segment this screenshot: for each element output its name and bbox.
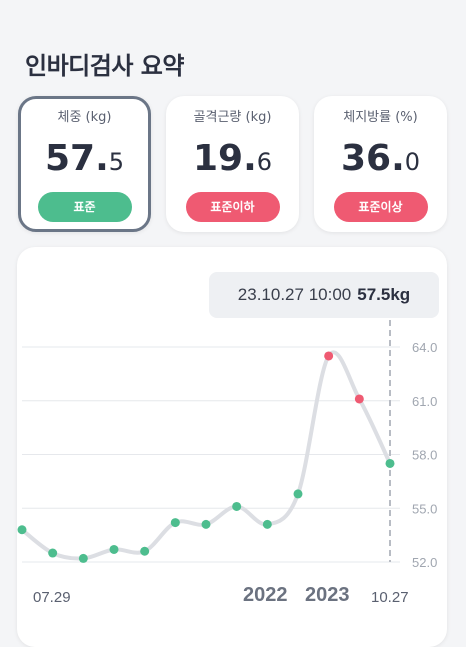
tooltip-datetime: 23.10.27 10:00 xyxy=(237,285,352,304)
data-point xyxy=(201,519,211,529)
data-point xyxy=(385,458,395,468)
skeletal-muscle-value: 19.6 xyxy=(192,138,273,179)
data-point xyxy=(109,544,119,554)
weight-card[interactable]: 체중 (kg) 57.5 표준 xyxy=(18,96,151,232)
y-tick-label: 58.0 xyxy=(412,448,437,463)
y-tick-label: 52.0 xyxy=(412,555,437,570)
data-point xyxy=(293,489,303,499)
weight-label: 체중 (kg) xyxy=(57,110,112,125)
y-tick-label: 61.0 xyxy=(412,394,437,409)
y-tick-label: 64.0 xyxy=(412,340,437,355)
data-point xyxy=(354,394,364,404)
skeletal-muscle-card[interactable]: 골격근량 (kg) 19.6 표준이하 xyxy=(166,96,299,232)
weight-status-badge: 표준 xyxy=(37,192,132,222)
weight-line-chart[interactable]: 64.0 61.0 58.0 55.0 52.0 07.29 10.27 2022 2023 xyxy=(0,0,466,625)
body-fat-value: 36.0 xyxy=(340,138,421,179)
tooltip-value: 57.5kg xyxy=(357,285,411,304)
year-label: 2023 xyxy=(305,584,350,606)
data-point xyxy=(78,553,88,563)
data-point xyxy=(48,548,58,558)
page-title: 인바디검사 요약 xyxy=(25,52,184,80)
data-point xyxy=(324,351,334,361)
weight-value: 57.5 xyxy=(44,138,125,179)
data-point xyxy=(232,501,242,511)
data-point xyxy=(262,519,272,529)
body-fat-card[interactable]: 체지방률 (%) 36.0 표준이상 xyxy=(314,96,447,232)
skeletal-muscle-status-badge: 표준이하 xyxy=(185,192,280,222)
y-tick-label: 55.0 xyxy=(412,501,437,516)
data-point xyxy=(170,518,180,528)
data-point xyxy=(17,525,27,535)
x-label-end: 10.27 xyxy=(371,589,409,606)
chart-tooltip: 23.10.27 10:00 57.5kg xyxy=(209,272,439,318)
body-fat-status-badge: 표준이상 xyxy=(333,192,428,222)
year-label: 2022 xyxy=(243,584,288,606)
skeletal-muscle-label: 골격근량 (kg) xyxy=(193,110,272,125)
x-label-start: 07.29 xyxy=(33,589,71,606)
data-point xyxy=(140,546,150,556)
body-fat-label: 체지방률 (%) xyxy=(343,110,418,125)
